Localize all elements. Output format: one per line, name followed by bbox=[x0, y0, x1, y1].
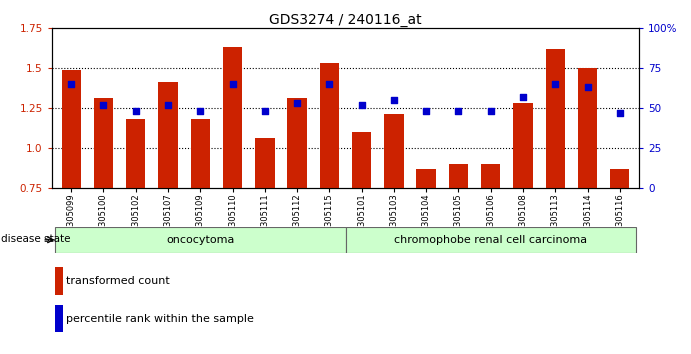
Point bbox=[453, 108, 464, 114]
Bar bbox=[610, 169, 630, 188]
Point bbox=[614, 110, 625, 116]
Bar bbox=[255, 138, 274, 188]
Bar bbox=[417, 169, 436, 188]
Text: disease state: disease state bbox=[1, 234, 70, 244]
Point bbox=[550, 81, 561, 87]
Text: percentile rank within the sample: percentile rank within the sample bbox=[66, 314, 254, 324]
Bar bbox=[287, 98, 307, 188]
FancyBboxPatch shape bbox=[55, 227, 346, 253]
Point bbox=[259, 108, 270, 114]
Bar bbox=[578, 68, 597, 188]
Point bbox=[388, 97, 399, 103]
Bar bbox=[61, 70, 81, 188]
Bar bbox=[448, 164, 468, 188]
Bar bbox=[352, 132, 371, 188]
Point bbox=[518, 94, 529, 100]
Point bbox=[292, 101, 303, 106]
Point bbox=[356, 102, 367, 108]
Point bbox=[582, 85, 593, 90]
Bar bbox=[126, 119, 145, 188]
Bar bbox=[513, 103, 533, 188]
Bar bbox=[158, 82, 178, 188]
Text: oncocytoma: oncocytoma bbox=[166, 235, 234, 245]
Bar bbox=[320, 63, 339, 188]
FancyBboxPatch shape bbox=[346, 227, 636, 253]
Bar bbox=[481, 164, 500, 188]
Point bbox=[421, 108, 432, 114]
Point bbox=[66, 81, 77, 87]
Bar bbox=[384, 114, 404, 188]
Point bbox=[98, 102, 109, 108]
Title: GDS3274 / 240116_at: GDS3274 / 240116_at bbox=[269, 13, 422, 27]
Bar bbox=[223, 47, 243, 188]
Bar bbox=[94, 98, 113, 188]
Text: chromophobe renal cell carcinoma: chromophobe renal cell carcinoma bbox=[394, 235, 587, 245]
Point bbox=[227, 81, 238, 87]
Point bbox=[324, 81, 335, 87]
Bar bbox=[55, 267, 63, 295]
Text: transformed count: transformed count bbox=[66, 276, 170, 286]
Bar bbox=[191, 119, 210, 188]
Bar bbox=[55, 305, 63, 332]
Point bbox=[195, 108, 206, 114]
Bar bbox=[546, 49, 565, 188]
Point bbox=[162, 102, 173, 108]
Point bbox=[130, 108, 141, 114]
Point bbox=[485, 108, 496, 114]
